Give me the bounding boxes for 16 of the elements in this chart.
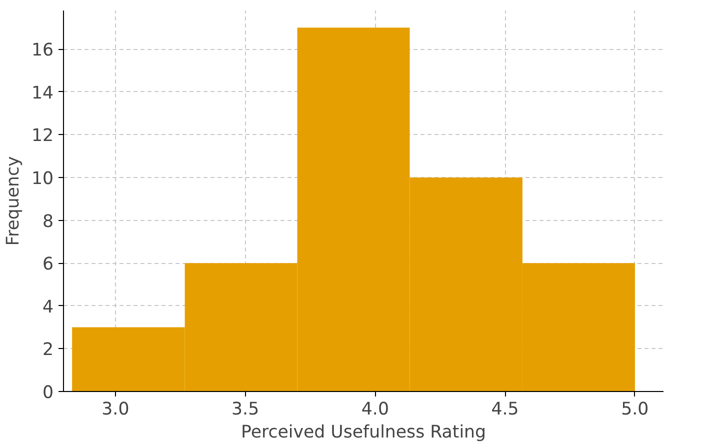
y-tick-label: 14 [31, 83, 54, 104]
x-tick-label: 3.0 [102, 400, 130, 420]
y-tick-label: 4 [42, 297, 54, 318]
y-tick-label: 2 [42, 340, 54, 360]
y-tick-label: 6 [42, 254, 54, 275]
x-tick-label: 4.0 [361, 400, 389, 420]
y-tick-label: 10 [31, 168, 54, 189]
y-tick-label: 16 [31, 40, 54, 61]
x-tick-label: 4.5 [491, 400, 519, 420]
x-tick-label: 5.0 [621, 400, 649, 420]
y-tick-label: 0 [42, 383, 54, 403]
y-tick-label: 8 [42, 212, 54, 232]
y-axis-title: Frequency [3, 156, 24, 246]
x-axis-title: Perceived Usefulness Rating [240, 422, 486, 442]
y-tick-label: 12 [31, 126, 54, 146]
x-tick-label: 3.5 [232, 400, 260, 420]
